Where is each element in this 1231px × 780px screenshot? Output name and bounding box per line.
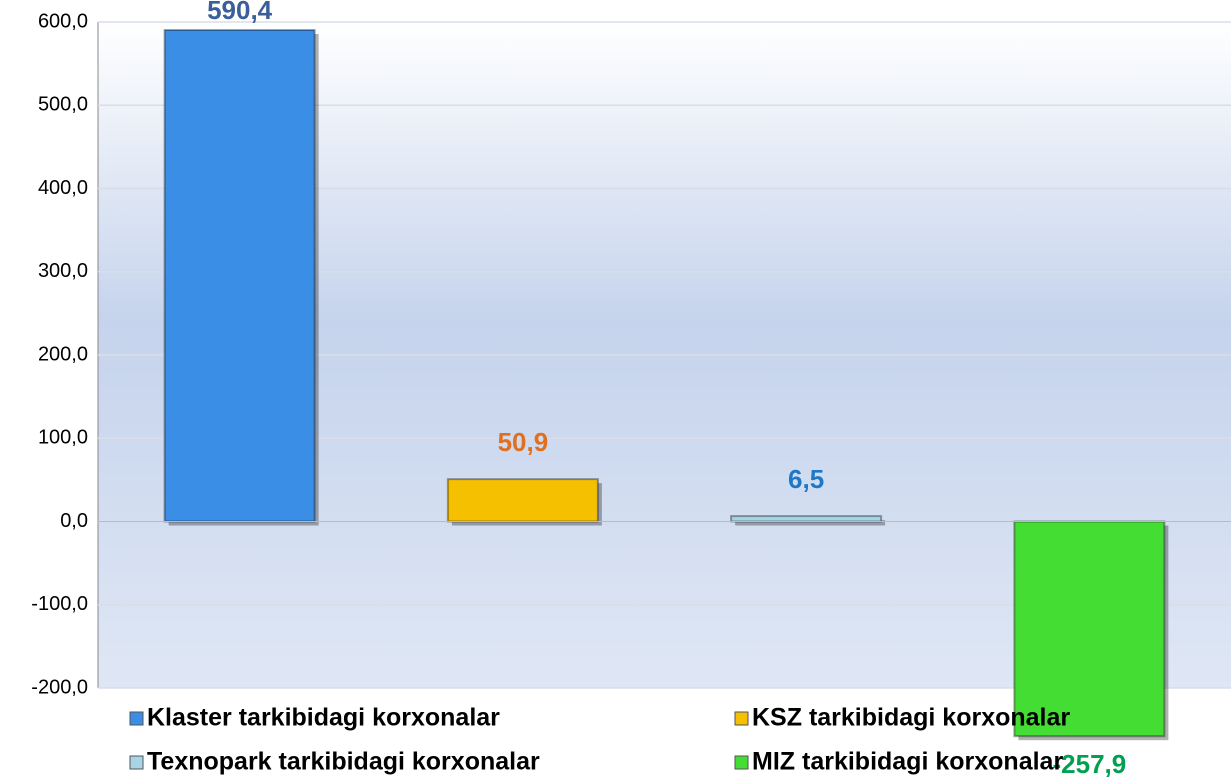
data-label: 50,9 bbox=[498, 427, 549, 457]
y-tick-label: 200,0 bbox=[38, 343, 88, 365]
y-tick-label: 100,0 bbox=[38, 427, 88, 449]
legend-swatch bbox=[734, 755, 749, 770]
legend-label: Klaster tarkibidagi korxonalar bbox=[147, 704, 500, 732]
legend-label: MIZ tarkibidagi korxonalar bbox=[752, 748, 1063, 776]
legend-label: Texnopark tarkibidagi korxonalar bbox=[147, 748, 540, 776]
legend-swatch bbox=[734, 711, 749, 726]
legend-label: KSZ tarkibidagi korxonalar bbox=[752, 704, 1070, 732]
y-tick-label: 400,0 bbox=[38, 177, 88, 199]
bar bbox=[730, 515, 883, 523]
data-label: 6,5 bbox=[788, 464, 824, 494]
y-tick-label: 300,0 bbox=[38, 260, 88, 282]
legend-swatch bbox=[129, 711, 144, 726]
y-tick-label: -100,0 bbox=[31, 593, 88, 615]
data-label: -257,9 bbox=[1053, 749, 1127, 779]
y-tick-label: 0,0 bbox=[60, 510, 88, 532]
bar-shadow bbox=[735, 520, 886, 526]
data-label: 590,4 bbox=[207, 0, 273, 25]
bar bbox=[446, 478, 599, 523]
y-tick-label: 500,0 bbox=[38, 94, 88, 116]
legend-swatch bbox=[129, 755, 144, 770]
bar bbox=[163, 28, 316, 523]
y-tick-label: -200,0 bbox=[31, 676, 88, 698]
y-tick-label: 600,0 bbox=[38, 10, 88, 32]
